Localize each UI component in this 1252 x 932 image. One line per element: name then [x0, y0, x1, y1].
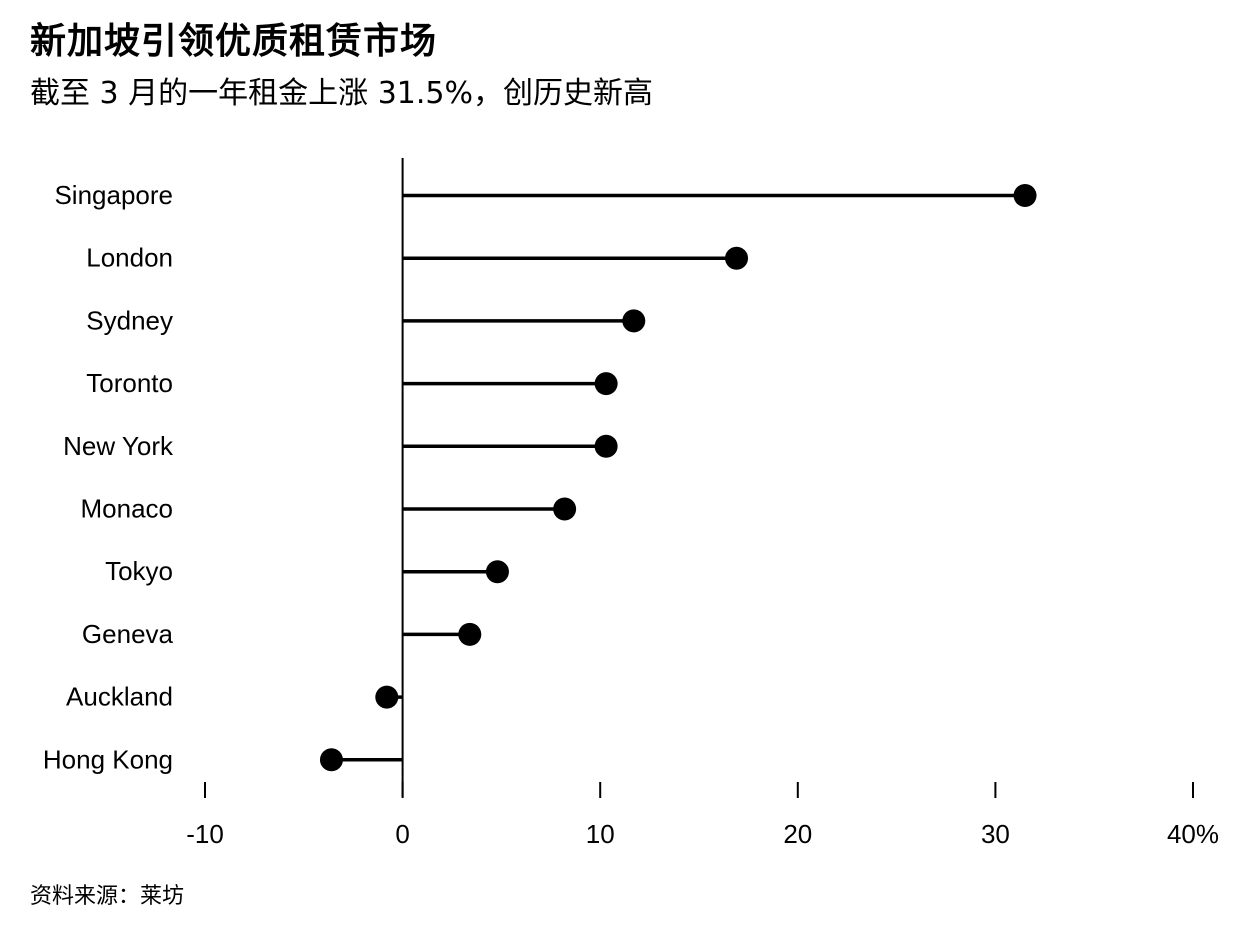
- lollipop-dot: [622, 309, 646, 333]
- lollipop-dot: [594, 372, 618, 396]
- category-label: Tokyo: [105, 556, 173, 586]
- category-label: Sydney: [86, 305, 173, 335]
- category-label: Auckland: [66, 682, 173, 712]
- x-tick-label: 40%: [1167, 819, 1219, 849]
- lollipop-dot: [485, 560, 509, 584]
- x-tick-label: 10: [586, 819, 615, 849]
- source-note: 资料来源：莱坊: [30, 884, 185, 909]
- lollipop-dot: [725, 246, 749, 270]
- x-tick-label: 20: [783, 819, 812, 849]
- category-label: Singapore: [54, 180, 173, 210]
- category-label: Toronto: [86, 368, 173, 398]
- category-label: Hong Kong: [43, 744, 173, 774]
- x-tick-label: -10: [186, 819, 224, 849]
- x-tick-label: 0: [395, 819, 409, 849]
- lollipop-dot: [594, 434, 618, 458]
- x-tick-label: 30: [981, 819, 1010, 849]
- chart-title: 新加坡引领优质租赁市场: [30, 21, 438, 62]
- lollipop-dot: [458, 622, 482, 646]
- category-label: Monaco: [81, 494, 174, 524]
- lollipop-dot: [1013, 184, 1037, 207]
- category-label: New York: [63, 431, 174, 461]
- lollipop-dot: [319, 748, 343, 772]
- category-label: Geneva: [82, 619, 174, 649]
- lollipop-dot: [375, 685, 399, 709]
- category-label: London: [86, 243, 173, 273]
- lollipop-dot: [553, 497, 577, 521]
- chart-subtitle: 截至 3 月的一年租金上涨 31.5%，创历史新高: [30, 76, 653, 111]
